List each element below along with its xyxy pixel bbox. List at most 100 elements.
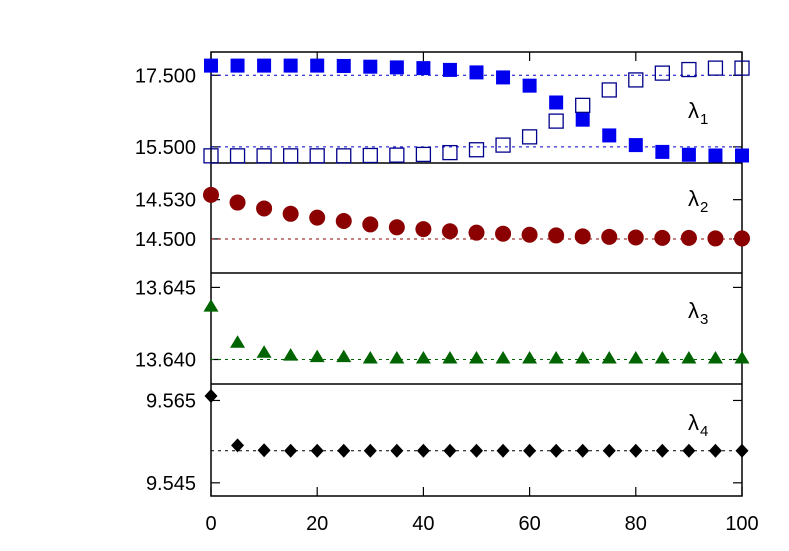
data-point-square-open: [389, 147, 405, 163]
data-point-square-filled: [336, 58, 351, 73]
data-point-triangle: [362, 351, 378, 364]
data-point-circle: [441, 223, 458, 240]
data-point-square-open: [548, 113, 564, 129]
x-tick-label: 60: [518, 513, 540, 535]
panel-label: λ2: [688, 186, 708, 216]
data-point-triangle: [309, 349, 325, 363]
data-point-circle: [468, 224, 485, 241]
data-point-diamond: [284, 443, 298, 458]
data-point-diamond: [602, 443, 616, 458]
y-tick-label: 13.645: [135, 277, 196, 299]
data-point-triangle: [469, 351, 484, 364]
data-point-circle: [707, 230, 724, 247]
data-point-square-filled: [442, 62, 457, 77]
data-point-diamond: [735, 443, 749, 458]
y-tick-label: 9.545: [146, 473, 196, 495]
data-point-square-filled: [257, 58, 272, 73]
data-point-square-open: [203, 148, 219, 164]
data-point-triangle: [389, 351, 405, 364]
data-point-circle: [734, 230, 750, 247]
data-point-triangle: [548, 351, 564, 364]
data-point-square-filled: [655, 144, 670, 159]
data-point-circle: [362, 216, 379, 233]
data-point-triangle: [442, 351, 458, 364]
data-point-square-open: [256, 148, 272, 164]
data-point-square-open: [336, 148, 352, 164]
data-point-square-filled: [283, 58, 298, 73]
data-point-diamond: [443, 443, 457, 458]
data-point-square-filled: [602, 128, 617, 143]
data-point-square-open: [442, 144, 458, 161]
data-point-square-filled: [469, 65, 484, 80]
data-point-diamond: [416, 443, 430, 458]
data-point-square-filled: [549, 95, 564, 110]
data-point-diamond: [523, 443, 537, 458]
data-point-triangle: [256, 345, 272, 358]
x-tick-label: 0: [205, 513, 216, 535]
data-point-diamond: [337, 443, 351, 458]
data-point-square-filled: [681, 147, 696, 162]
data-point-triangle: [707, 351, 723, 364]
data-point-triangle: [415, 351, 431, 364]
data-point-circle: [309, 209, 326, 226]
data-point-triangle: [654, 351, 670, 364]
y-tick-label: 15.500: [135, 137, 196, 159]
y-tick-label: 17.500: [135, 65, 196, 87]
data-point-diamond: [204, 388, 218, 403]
data-point-circle: [574, 228, 591, 245]
data-point-triangle: [734, 351, 750, 364]
data-point-square-open: [681, 61, 697, 78]
data-point-diamond: [310, 443, 324, 458]
data-point-triangle: [230, 335, 246, 348]
mark-layer: [203, 58, 750, 458]
data-point-diamond: [682, 443, 696, 458]
data-point-square-open: [309, 148, 325, 164]
data-point-square-filled: [389, 60, 404, 75]
data-point-triangle: [681, 351, 697, 364]
data-point-diamond: [390, 443, 404, 458]
data-point-triangle: [601, 351, 617, 364]
data-point-circle: [495, 225, 512, 242]
data-point-square-open: [229, 148, 246, 164]
data-point-circle: [521, 226, 538, 243]
data-point-triangle: [628, 351, 644, 364]
y-tick-label: 13.640: [135, 349, 196, 371]
data-point-circle: [229, 194, 246, 211]
data-point-triangle: [283, 348, 299, 361]
x-tick-label: 80: [625, 513, 647, 535]
data-point-diamond: [549, 443, 563, 458]
y-tick-label: 14.530: [135, 190, 196, 212]
data-point-square-open: [468, 142, 485, 158]
data-point-diamond: [470, 443, 483, 458]
data-point-square-open: [734, 60, 750, 76]
data-point-square-filled: [230, 58, 245, 73]
data-point-square-open: [495, 137, 511, 153]
data-point-diamond: [363, 443, 377, 458]
data-point-triangle: [336, 349, 352, 363]
data-point-square-open: [601, 82, 617, 98]
data-point-circle: [203, 186, 219, 203]
data-point-square-open: [654, 65, 670, 81]
panel-label: λ3: [688, 298, 708, 328]
data-point-square-filled: [522, 78, 537, 93]
data-point-square-open: [628, 72, 644, 88]
data-point-square-filled: [628, 138, 643, 153]
data-point-diamond: [576, 443, 590, 458]
data-point-square-filled: [496, 70, 511, 85]
data-point-circle: [548, 227, 565, 244]
x-tick-label: 100: [725, 513, 758, 535]
data-point-triangle: [522, 351, 538, 364]
data-point-circle: [256, 200, 273, 217]
frame-layer: [210, 51, 743, 497]
data-point-square-filled: [310, 58, 325, 73]
data-point-diamond: [257, 443, 271, 458]
plot-frame: [210, 51, 743, 497]
data-point-triangle: [203, 299, 219, 312]
data-point-diamond: [655, 443, 669, 458]
data-point-circle: [654, 229, 671, 246]
data-point-square-filled: [204, 58, 218, 73]
data-point-square-filled: [735, 148, 749, 163]
data-point-square-open: [521, 129, 538, 145]
panel-label: λ1: [688, 98, 708, 128]
